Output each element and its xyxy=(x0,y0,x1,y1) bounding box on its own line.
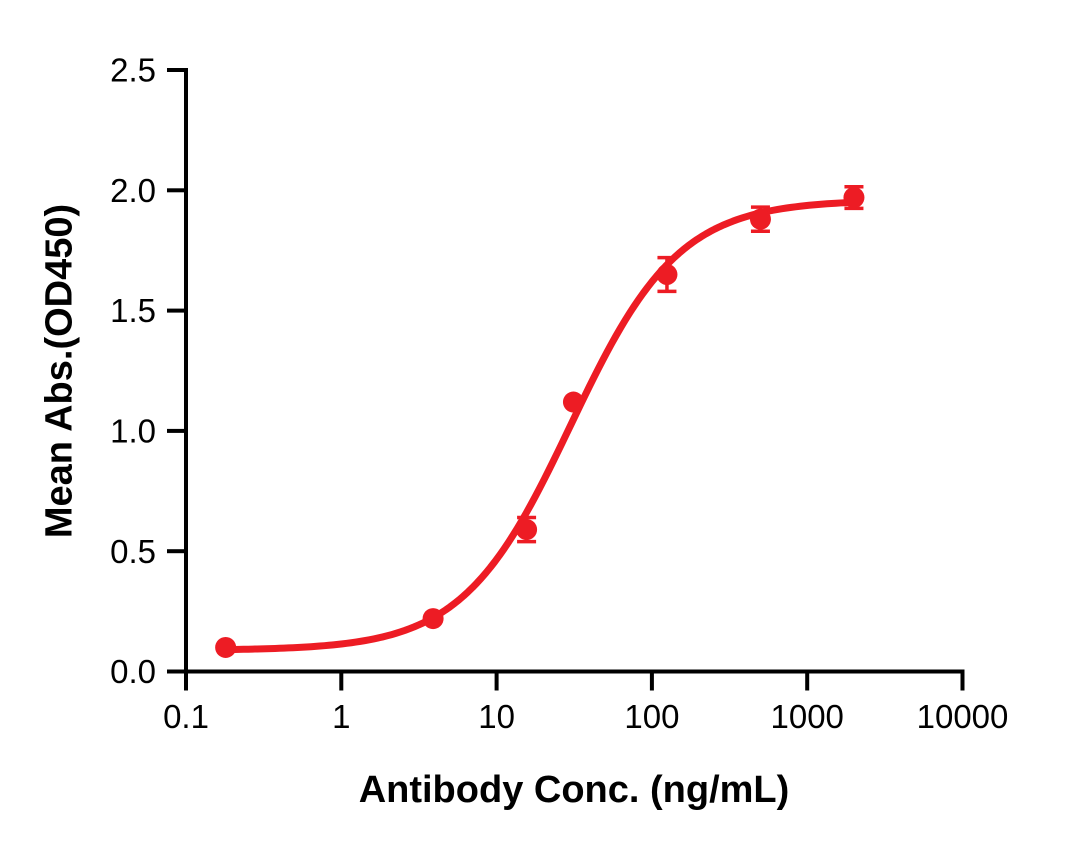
x-tick xyxy=(960,673,965,691)
x-tick xyxy=(805,673,810,691)
y-axis-line xyxy=(184,68,188,674)
y-tick-label: 2.0 xyxy=(110,172,156,209)
data-point xyxy=(562,391,584,413)
y-axis-title: Mean Abs.(OD450) xyxy=(38,204,80,538)
x-tick-label: 10 xyxy=(478,698,515,735)
y-tick xyxy=(167,308,184,313)
x-tick-label: 1 xyxy=(332,698,350,735)
data-point xyxy=(656,264,678,286)
y-tick-label: 0.5 xyxy=(110,533,156,570)
y-tick-label: 1.0 xyxy=(110,412,156,449)
y-tick xyxy=(167,428,184,433)
data-point xyxy=(843,187,865,209)
y-tick xyxy=(167,68,184,72)
x-tick-label: 100 xyxy=(624,698,679,735)
x-tick-label: 10000 xyxy=(917,698,1009,735)
y-tick-label: 0.0 xyxy=(110,653,156,690)
x-tick-label: 0.1 xyxy=(163,698,209,735)
data-point xyxy=(516,519,538,541)
plot-area: 0.0 0.5 1.0 1.5 2.0 2.5 0.1 1 10 100 1000 10000 xyxy=(110,52,1008,735)
x-tick-label: 1000 xyxy=(770,698,843,735)
fit-curve xyxy=(222,198,858,654)
x-tick xyxy=(184,673,188,691)
y-tick xyxy=(167,549,184,554)
x-tick xyxy=(649,673,654,691)
x-axis-title: Antibody Conc. (ng/mL) xyxy=(359,769,790,811)
y-tick xyxy=(167,669,184,674)
y-tick xyxy=(167,188,184,193)
y-tick-label: 2.5 xyxy=(110,52,156,89)
x-axis-line xyxy=(184,669,965,674)
x-tick xyxy=(494,673,499,691)
data-point xyxy=(749,208,771,230)
x-tick xyxy=(339,673,344,691)
data-point xyxy=(422,608,444,630)
y-tick-label: 1.5 xyxy=(110,292,156,329)
data-point xyxy=(215,636,237,658)
